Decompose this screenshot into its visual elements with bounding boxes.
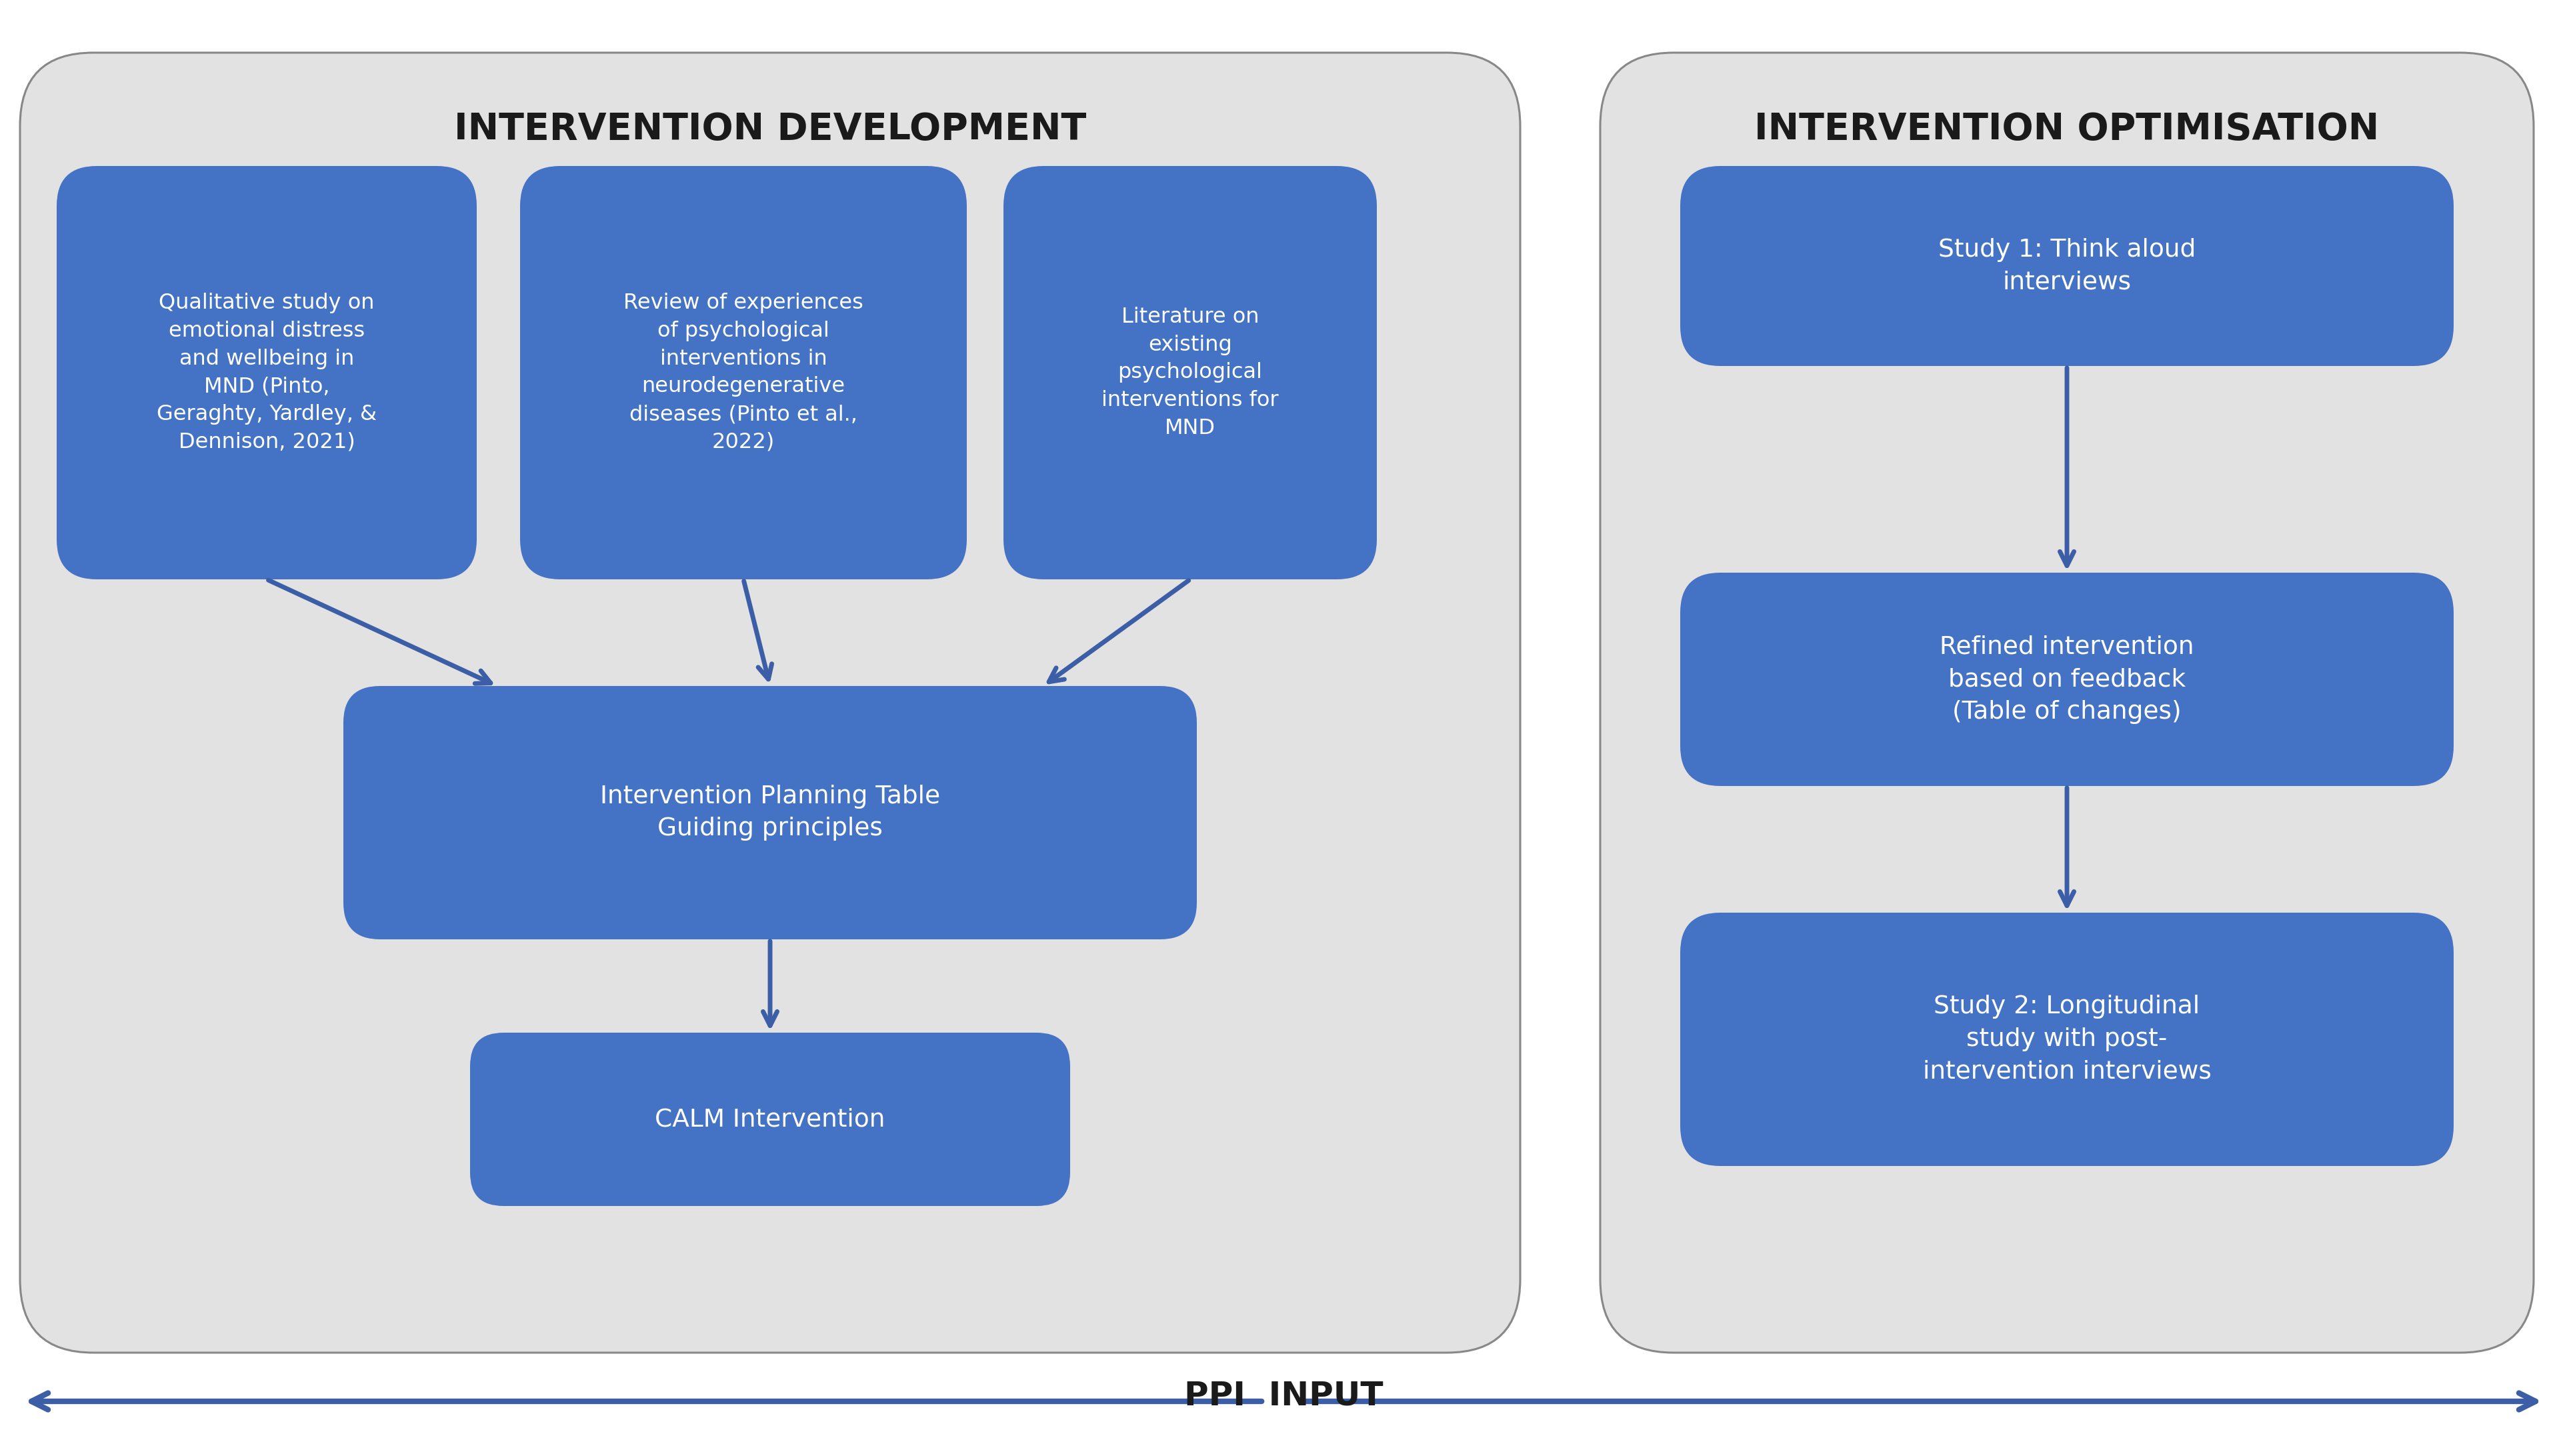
Text: Literature on
existing
psychological
interventions for
MND: Literature on existing psychological int… bbox=[1101, 307, 1278, 438]
Text: Qualitative study on
emotional distress
and wellbeing in
MND (Pinto,
Geraghty, Y: Qualitative study on emotional distress … bbox=[157, 293, 377, 453]
FancyBboxPatch shape bbox=[1681, 572, 2454, 786]
Text: INTERVENTION DEVELOPMENT: INTERVENTION DEVELOPMENT bbox=[454, 111, 1086, 147]
FancyBboxPatch shape bbox=[470, 1032, 1070, 1206]
FancyBboxPatch shape bbox=[56, 166, 477, 579]
Text: INTERVENTION OPTIMISATION: INTERVENTION OPTIMISATION bbox=[1753, 111, 2380, 147]
Text: Review of experiences
of psychological
interventions in
neurodegenerative
diseas: Review of experiences of psychological i… bbox=[624, 293, 863, 453]
FancyBboxPatch shape bbox=[344, 686, 1196, 939]
Text: PPI  INPUT: PPI INPUT bbox=[1183, 1380, 1384, 1412]
FancyBboxPatch shape bbox=[1004, 166, 1376, 579]
Text: Study 2: Longitudinal
study with post-
intervention interviews: Study 2: Longitudinal study with post- i… bbox=[1923, 994, 2210, 1083]
Text: Study 1: Think aloud
interviews: Study 1: Think aloud interviews bbox=[1938, 237, 2195, 294]
FancyBboxPatch shape bbox=[1681, 913, 2454, 1166]
Text: Intervention Planning Table
Guiding principles: Intervention Planning Table Guiding prin… bbox=[601, 785, 940, 842]
Text: CALM Intervention: CALM Intervention bbox=[655, 1108, 886, 1131]
FancyBboxPatch shape bbox=[521, 166, 968, 579]
FancyBboxPatch shape bbox=[1681, 166, 2454, 365]
FancyBboxPatch shape bbox=[1599, 52, 2534, 1353]
FancyBboxPatch shape bbox=[21, 52, 1520, 1353]
Text: Refined intervention
based on feedback
(Table of changes): Refined intervention based on feedback (… bbox=[1941, 635, 2195, 724]
